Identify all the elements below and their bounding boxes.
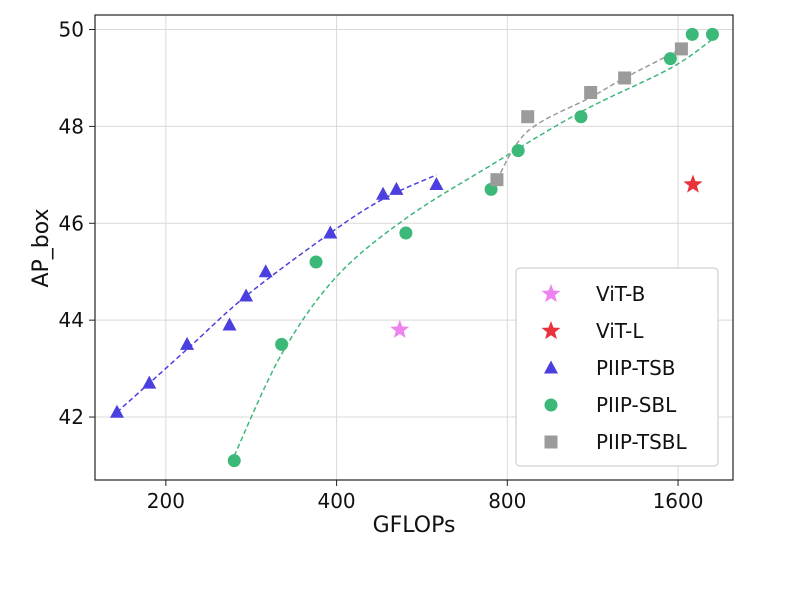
point-piip-tsb <box>239 288 254 302</box>
point-piip-tsb <box>180 336 195 350</box>
point-piip-tsb <box>258 264 273 278</box>
legend-label-vit-b: ViT-B <box>596 282 645 306</box>
trend-line-piip-sbl <box>233 38 713 457</box>
point-piip-tsb <box>376 186 391 200</box>
legend-label-piip-tsb: PIIP-TSB <box>596 356 676 380</box>
point-piip-tsb <box>109 404 124 418</box>
point-piip-sbl <box>574 110 588 124</box>
y-tick-label: 46 <box>59 211 84 235</box>
grid-lines <box>95 15 733 480</box>
point-piip-sbl <box>511 144 525 158</box>
y-tick-label: 48 <box>59 114 84 138</box>
point-piip-tsb <box>142 375 157 389</box>
legend-box <box>515 267 719 467</box>
legend-marker-piip-sbl <box>544 398 558 412</box>
legend: ViT-B ViT-L PIIP-TSB PIIP-SBL PIIP-TSBL <box>515 267 719 467</box>
x-tick-label: 1600 <box>653 489 704 513</box>
legend-marker-piip-tsb <box>544 360 558 374</box>
x-tick-label: 400 <box>317 489 355 513</box>
point-piip-tsb <box>222 317 237 331</box>
point-piip-sbl <box>705 27 719 41</box>
point-piip-tsbl <box>584 86 598 99</box>
point-vit-b <box>390 319 410 338</box>
legend-label-vit-l: ViT-L <box>596 319 644 343</box>
point-piip-tsbl <box>674 42 688 56</box>
x-tick-label: 200 <box>147 489 185 513</box>
y-axis-label: AP_box <box>29 208 54 287</box>
x-axis-label: GFLOPs <box>373 513 456 538</box>
point-piip-sbl <box>275 337 289 351</box>
point-piip-sbl <box>227 454 241 468</box>
point-piip-sbl <box>399 226 413 240</box>
x-tick-label: 800 <box>488 489 526 513</box>
data-points <box>109 27 719 468</box>
point-piip-sbl <box>309 255 323 269</box>
point-vit-l <box>683 174 703 193</box>
point-piip-tsbl <box>618 71 632 85</box>
y-tick-label: 44 <box>59 308 84 332</box>
point-piip-sbl <box>663 52 677 66</box>
trend-line-piip-tsb <box>116 174 437 413</box>
point-piip-sbl <box>685 27 699 41</box>
legend-marker-piip-tsbl <box>544 435 558 449</box>
x-tick-labels: 200 400 800 1600 <box>147 480 704 513</box>
y-tick-label: 50 <box>59 18 84 42</box>
y-tick-labels: 42 44 46 48 50 <box>59 18 95 429</box>
point-piip-tsb <box>323 225 338 239</box>
plot-frame <box>94 14 734 481</box>
point-piip-tsb <box>429 177 444 191</box>
legend-marker-vit-b <box>541 284 561 303</box>
legend-label-piip-tsbl: PIIP-TSBL <box>596 430 687 454</box>
point-piip-tsbl <box>521 110 535 124</box>
legend-label-piip-sbl: PIIP-SBL <box>596 393 677 417</box>
legend-marker-vit-l <box>541 321 561 340</box>
y-tick-label: 42 <box>59 405 84 429</box>
point-piip-tsbl <box>490 173 504 187</box>
point-piip-tsb <box>389 181 404 195</box>
